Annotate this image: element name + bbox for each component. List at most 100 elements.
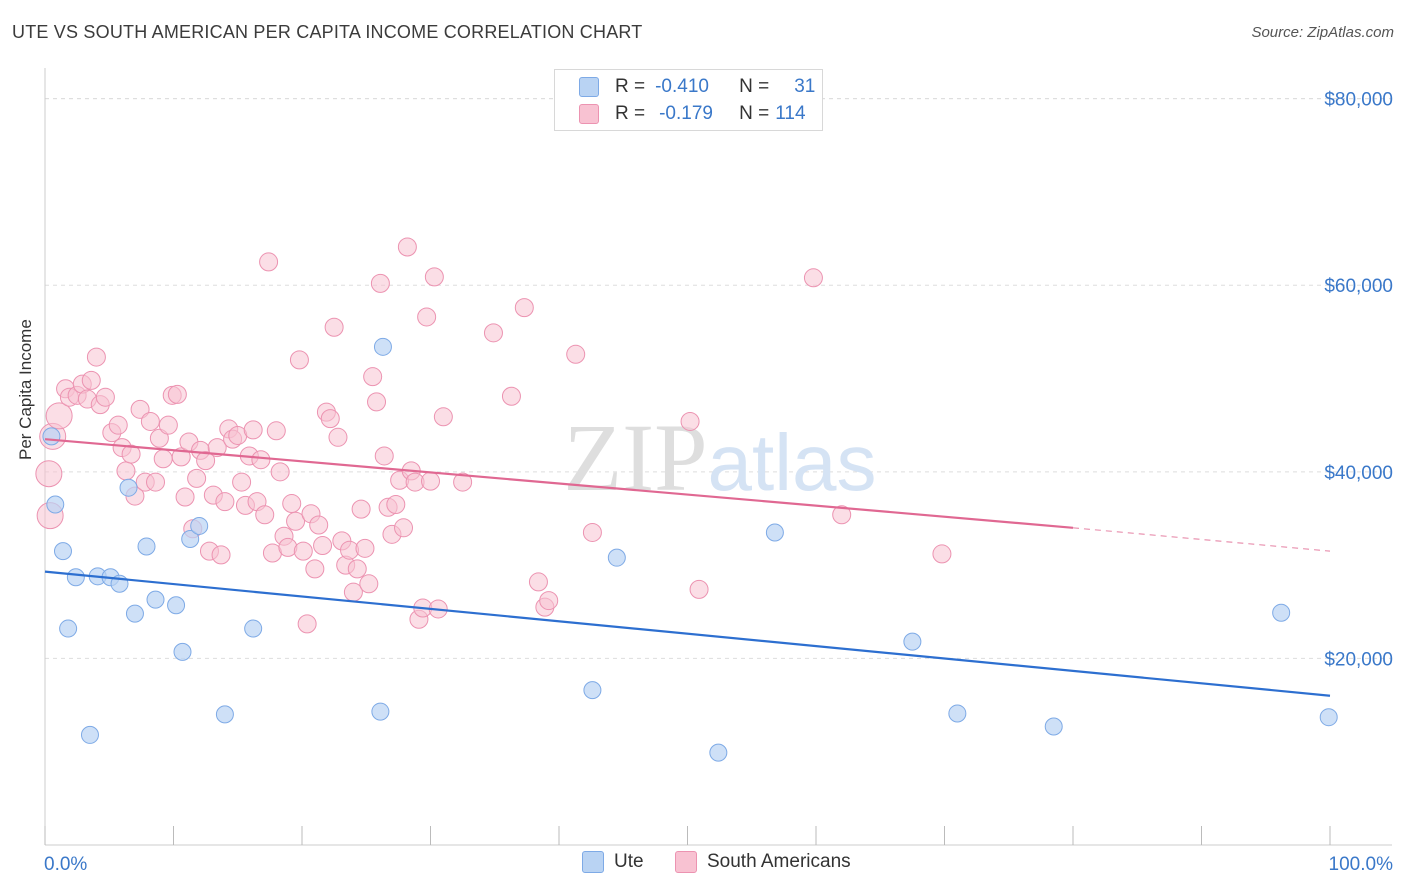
south-americans-point — [397, 237, 417, 257]
legend-sa-label: South Americans — [707, 851, 851, 872]
south-americans-point — [121, 444, 141, 464]
south-americans-point — [367, 392, 387, 412]
south-americans-point — [514, 298, 534, 318]
ute-point — [146, 590, 165, 609]
south-americans-point — [386, 494, 406, 514]
y-tick-label: $60,000 — [1324, 276, 1393, 297]
south-americans-point — [187, 468, 207, 488]
south-americans-point — [266, 421, 286, 441]
sa-n-value: 114 — [775, 103, 806, 124]
south-americans-point — [680, 411, 700, 431]
ute-point — [173, 642, 192, 661]
south-americans-point — [175, 487, 195, 507]
ute-point — [371, 702, 390, 721]
trend-layer — [44, 438, 1331, 697]
south-americans-point — [130, 399, 150, 419]
south-americans-point — [293, 541, 313, 561]
south-americans-point — [297, 614, 317, 634]
ute-point — [607, 548, 626, 567]
south-americans-point — [196, 451, 216, 471]
south-americans-point — [282, 494, 302, 514]
south-americans-point — [328, 427, 348, 447]
south-americans-point — [309, 515, 329, 535]
legend-ute-swatch — [582, 851, 604, 873]
x-tick-label: 0.0% — [44, 854, 87, 875]
ute-point — [244, 619, 263, 638]
south-americans-point — [313, 536, 333, 556]
watermark: ZIPatlas — [564, 404, 877, 511]
ute-point — [709, 743, 728, 762]
sa-n-label: N = — [739, 103, 770, 124]
south-americans-point — [270, 462, 290, 482]
south-americans-point — [158, 415, 178, 435]
legend-ute-label: Ute — [614, 851, 644, 872]
ute-point — [948, 704, 967, 723]
tick-label-layer: $20,000 $40,000 $60,000 $80,000 0.0% 100.0% — [44, 90, 1393, 875]
south-americans-point — [433, 407, 453, 427]
south-americans-point — [539, 591, 559, 611]
ute-point — [1319, 708, 1338, 727]
ute-point — [42, 427, 61, 446]
south-americans-point — [689, 579, 709, 599]
ute-point — [583, 681, 602, 700]
ute-points — [42, 337, 1338, 762]
ute-point — [167, 596, 186, 615]
ute-point — [903, 632, 922, 651]
south-americans-point — [149, 428, 169, 448]
ute-point — [137, 537, 156, 556]
south-americans-point — [370, 273, 390, 293]
south-americans-point — [289, 350, 309, 370]
south-americans-point — [259, 252, 279, 272]
south-americans-point — [215, 492, 235, 512]
south-americans-point — [286, 511, 306, 531]
y-tick-label: $80,000 — [1324, 90, 1393, 111]
south-americans-point — [374, 446, 394, 466]
sa-r-label: R = — [615, 103, 646, 124]
south-americans-swatch — [579, 104, 599, 124]
sa-r-value: -0.179 — [659, 103, 713, 124]
ute-point — [119, 478, 138, 497]
ute-point — [765, 523, 784, 542]
legend-sa-swatch — [675, 851, 697, 873]
south-americans-point — [167, 384, 187, 404]
ute-point — [373, 337, 392, 356]
south-americans-point — [45, 402, 73, 430]
south-americans-point — [35, 460, 63, 488]
legend-item-south-americans: South Americans — [675, 851, 851, 873]
south-americans-point — [116, 461, 136, 481]
y-tick-label: $40,000 — [1324, 463, 1393, 484]
south-americans-point — [153, 449, 173, 469]
ute-point — [59, 619, 78, 638]
south-americans-point — [95, 387, 115, 407]
source-label: Source: ZipAtlas.com — [1251, 24, 1394, 41]
south-americans-point — [211, 545, 231, 565]
ute-point — [66, 568, 85, 587]
x-tick-label: 100.0% — [1329, 854, 1394, 875]
ute-n-label: N = — [739, 76, 770, 97]
south-americans-point — [803, 268, 823, 288]
south-americans-point — [146, 472, 166, 492]
south-americans-point — [140, 411, 160, 431]
south-americans-point — [421, 471, 440, 491]
ute-n-value: 31 — [794, 76, 816, 97]
ute-point — [125, 604, 144, 623]
south-americans-point — [243, 420, 263, 440]
south-americans-point — [363, 367, 383, 387]
ute-point — [1272, 603, 1291, 622]
south-americans-point — [347, 559, 367, 579]
south-americans-point — [232, 472, 252, 492]
chart-title: UTE VS SOUTH AMERICAN PER CAPITA INCOME … — [12, 22, 643, 42]
south-americans-point — [355, 538, 375, 558]
south-americans-trend-line — [44, 438, 1074, 529]
ute-point — [1044, 717, 1063, 736]
south-americans-trend-extension — [1072, 527, 1331, 552]
stats-legend: R = -0.410 N = 31 R = -0.179 N = 114 — [554, 69, 823, 131]
y-axis-label: Per Capita Income — [16, 319, 35, 460]
stats-row-south-americans: R = -0.179 N = 114 — [579, 102, 806, 126]
south-americans-point — [832, 505, 852, 525]
ute-trend-line — [44, 570, 1331, 697]
ute-point — [53, 542, 72, 561]
south-americans-point — [424, 267, 444, 287]
south-americans-point — [305, 559, 325, 579]
